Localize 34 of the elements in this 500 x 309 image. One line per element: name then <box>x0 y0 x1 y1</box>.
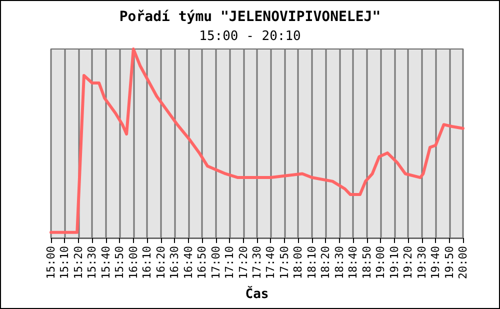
x-tick-label: 15:40 <box>99 246 112 280</box>
x-tick-label: 15:30 <box>86 246 99 280</box>
x-tick-label: 15:50 <box>113 246 126 280</box>
x-tick-label: 18:30 <box>332 246 346 280</box>
x-tick-label: 19:30 <box>415 246 428 280</box>
x-tick-label: 19:50 <box>442 246 456 280</box>
x-tick-label: 18:20 <box>319 246 332 280</box>
x-tick-label: 18:10 <box>305 246 318 280</box>
x-tick-label: 17:00 <box>209 246 222 280</box>
x-tick-label: 17:30 <box>250 246 264 280</box>
x-tick-label: 15:10 <box>58 246 72 280</box>
x-tick-label: 17:50 <box>278 246 291 280</box>
x-tick-label: 16:10 <box>140 246 154 280</box>
x-tick-label: 16:50 <box>196 246 209 280</box>
x-tick-label: 20:00 <box>456 246 470 280</box>
x-tick-label: 19:20 <box>402 246 415 280</box>
x-tick-label: 17:20 <box>236 246 250 280</box>
x-tick-label: 19:10 <box>388 246 401 280</box>
x-axis-title: Čas <box>245 285 269 302</box>
x-tick-label: 15:00 <box>44 246 58 280</box>
x-tick-label: 19:40 <box>429 246 442 280</box>
x-tick-label: 17:40 <box>264 246 278 280</box>
x-tick-label: 15:20 <box>72 246 85 280</box>
x-tick-label: 18:00 <box>292 246 305 280</box>
x-tick-label: 16:40 <box>182 246 195 280</box>
x-tick-label: 18:40 <box>346 246 360 280</box>
chart-subtitle: 15:00 - 20:10 <box>199 29 301 44</box>
x-tick-label: 16:30 <box>168 246 182 280</box>
x-tick-label: 16:00 <box>126 246 140 280</box>
x-tick-label: 17:10 <box>223 246 236 280</box>
x-tick-label: 18:50 <box>360 246 374 280</box>
x-tick-label: 16:20 <box>154 246 168 280</box>
chart-title: Pořadí týmu "JELENOVIPIVONELEJ" <box>119 9 381 25</box>
x-tick-label: 19:00 <box>374 246 388 280</box>
